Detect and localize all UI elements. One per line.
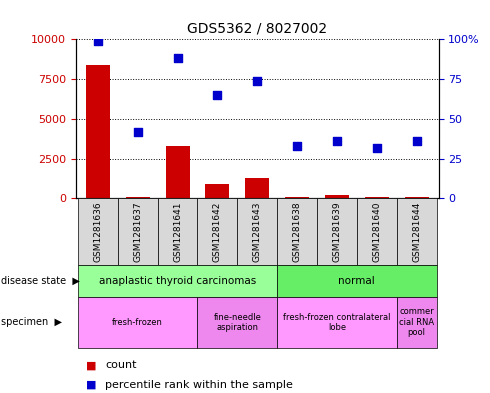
Bar [285,197,309,198]
Text: commer
cial RNA
pool: commer cial RNA pool [399,307,434,337]
Text: GSM1281637: GSM1281637 [133,202,142,262]
Text: count: count [105,360,137,371]
Point [173,55,181,62]
Bar [325,195,349,198]
Bar [86,65,110,198]
Point [253,77,261,84]
Point [293,143,301,149]
Text: GSM1281639: GSM1281639 [332,202,342,262]
Text: GSM1281644: GSM1281644 [412,202,421,262]
Text: specimen  ▶: specimen ▶ [1,317,62,327]
Bar [126,197,149,198]
Point [373,144,381,151]
Text: disease state  ▶: disease state ▶ [1,276,80,286]
Text: GSM1281642: GSM1281642 [213,202,222,262]
Title: GDS5362 / 8027002: GDS5362 / 8027002 [187,21,327,35]
Bar [205,184,229,198]
Text: fresh-frozen: fresh-frozen [112,318,163,327]
Point [333,138,341,144]
Text: fine-needle
aspiration: fine-needle aspiration [213,312,261,332]
Text: GSM1281638: GSM1281638 [293,202,302,262]
Text: GSM1281640: GSM1281640 [372,202,381,262]
Text: GSM1281641: GSM1281641 [173,202,182,262]
Text: GSM1281636: GSM1281636 [94,202,102,262]
Text: anaplastic thyroid carcinomas: anaplastic thyroid carcinomas [99,276,256,286]
Point [94,38,102,44]
Text: fresh-frozen contralateral
lobe: fresh-frozen contralateral lobe [283,312,391,332]
Bar [365,197,389,198]
Bar [405,197,429,198]
Point [214,92,221,98]
Text: percentile rank within the sample: percentile rank within the sample [105,380,293,390]
Text: ■: ■ [86,360,96,371]
Bar [245,178,269,198]
Bar [166,146,190,198]
Text: normal: normal [339,276,375,286]
Text: ■: ■ [86,380,96,390]
Point [134,129,142,135]
Point [413,138,420,144]
Text: GSM1281643: GSM1281643 [253,202,262,262]
